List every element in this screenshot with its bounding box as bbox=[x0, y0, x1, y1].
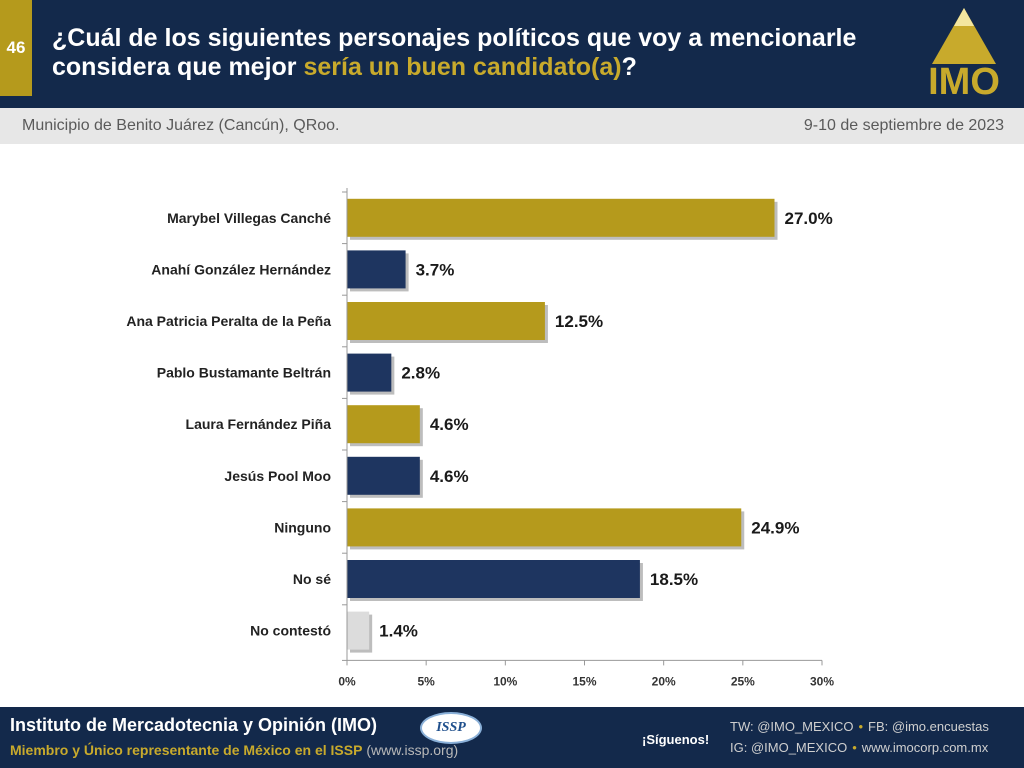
org-membership: Miembro y Único representante de México … bbox=[10, 742, 458, 758]
website-link: www.imocorp.com.mx bbox=[861, 740, 989, 755]
category-label: Jesús Pool Moo bbox=[224, 468, 331, 484]
value-label: 1.4% bbox=[379, 622, 418, 641]
slide-number: 46 bbox=[0, 0, 32, 96]
bars-layer: Marybel Villegas Canché 27.0% Anahí Gonzál… bbox=[126, 198, 833, 653]
category-label: Laura Fernández Piña bbox=[186, 416, 332, 432]
value-label: 27.0% bbox=[785, 209, 833, 228]
footer-bar: Instituto de Mercadotecnia y Opinión (IM… bbox=[0, 707, 1024, 768]
x-tick-label: 10% bbox=[493, 674, 517, 688]
x-tick-label: 0% bbox=[338, 674, 356, 688]
value-label: 12.5% bbox=[555, 312, 603, 331]
category-label: No sé bbox=[293, 571, 331, 587]
category-label: No contestó bbox=[250, 623, 331, 639]
bar bbox=[347, 611, 370, 650]
x-tick-label: 5% bbox=[417, 674, 435, 688]
survey-date: 9-10 de septiembre de 2023 bbox=[803, 117, 1004, 134]
bar bbox=[347, 560, 640, 598]
imo-logo: IMO bbox=[928, 8, 1000, 102]
bar bbox=[347, 353, 392, 392]
value-label: 2.8% bbox=[401, 364, 440, 383]
axis-layer: 0% 5% 10% 15% 20% 25% 30% bbox=[338, 188, 834, 688]
logo-triangle-icon bbox=[932, 8, 996, 64]
bar bbox=[347, 250, 406, 289]
bar bbox=[347, 405, 420, 444]
org-name: Instituto de Mercadotecnia y Opinión (IM… bbox=[10, 715, 378, 735]
twitter-handle: TW: @IMO_MEXICO bbox=[730, 719, 854, 734]
category-label: Marybel Villegas Canché bbox=[167, 210, 331, 226]
separator-dot-icon: • bbox=[852, 740, 857, 755]
subheader-bar: Municipio de Benito Juárez (Cancún), QRo… bbox=[0, 108, 1024, 144]
org-url: (www.issp.org) bbox=[362, 742, 459, 758]
bar-chart: Marybel Villegas Canché 27.0% Anahí Gonzál… bbox=[126, 188, 834, 688]
logo-text: IMO bbox=[928, 61, 1000, 102]
header-bar: 46 ¿Cuál de los siguientes personajes po… bbox=[0, 0, 1024, 108]
x-tick-label: 20% bbox=[652, 674, 676, 688]
question-title: ¿Cuál de los siguientes personajes polít… bbox=[52, 24, 902, 82]
issp-logo: ISSP bbox=[420, 712, 482, 744]
question-end: ? bbox=[621, 53, 637, 81]
social-line-2: IG: @IMO_MEXICO • www.imocorp.com.mx bbox=[730, 740, 988, 755]
category-label: Ana Patricia Peralta de la Peña bbox=[126, 313, 331, 329]
survey-location: Municipio de Benito Juárez (Cancún), QRo… bbox=[22, 117, 340, 134]
bar bbox=[347, 302, 545, 340]
follow-us-label: ¡Síguenos! bbox=[642, 732, 710, 747]
bar bbox=[347, 456, 420, 495]
logo-peak-icon bbox=[954, 8, 974, 26]
x-tick-label: 15% bbox=[572, 674, 596, 688]
value-label: 4.6% bbox=[430, 467, 469, 486]
instagram-handle: IG: @IMO_MEXICO bbox=[730, 740, 848, 755]
question-text: ¿Cuál de los siguientes personajes polít… bbox=[52, 24, 857, 81]
value-label: 4.6% bbox=[430, 415, 469, 434]
question-highlight: sería un buen candidato(a) bbox=[303, 53, 622, 81]
bar bbox=[347, 508, 742, 547]
x-tick-label: 25% bbox=[731, 674, 755, 688]
bar bbox=[347, 198, 775, 237]
value-label: 3.7% bbox=[416, 260, 455, 279]
category-label: Anahí González Hernández bbox=[151, 261, 331, 277]
social-line-1: TW: @IMO_MEXICO • FB: @imo.encuestas bbox=[730, 719, 989, 734]
value-label: 24.9% bbox=[751, 518, 799, 537]
category-label: Ninguno bbox=[274, 519, 331, 535]
category-label: Pablo Bustamante Beltrán bbox=[157, 365, 331, 381]
x-tick-label: 30% bbox=[810, 674, 834, 688]
separator-dot-icon: • bbox=[858, 719, 864, 734]
value-label: 18.5% bbox=[650, 570, 698, 589]
org-membership-text: Miembro y Único representante de México … bbox=[10, 742, 363, 758]
facebook-handle: FB: @imo.encuestas bbox=[868, 719, 989, 734]
